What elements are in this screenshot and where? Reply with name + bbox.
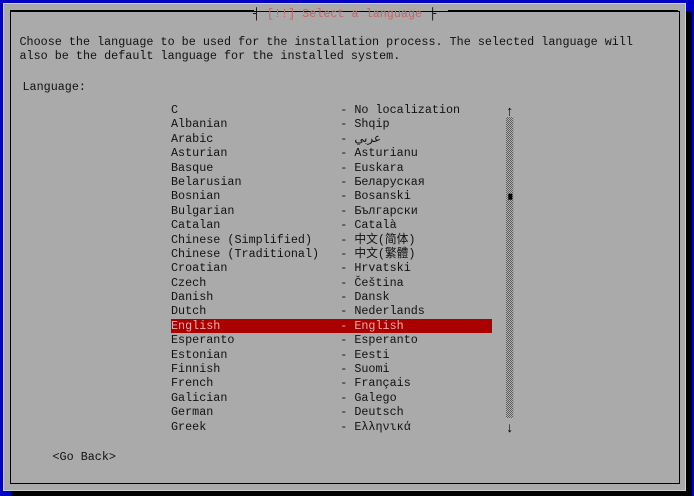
svg-text:↓: ↓ xyxy=(505,421,513,437)
svg-text:↑: ↑ xyxy=(505,105,513,121)
